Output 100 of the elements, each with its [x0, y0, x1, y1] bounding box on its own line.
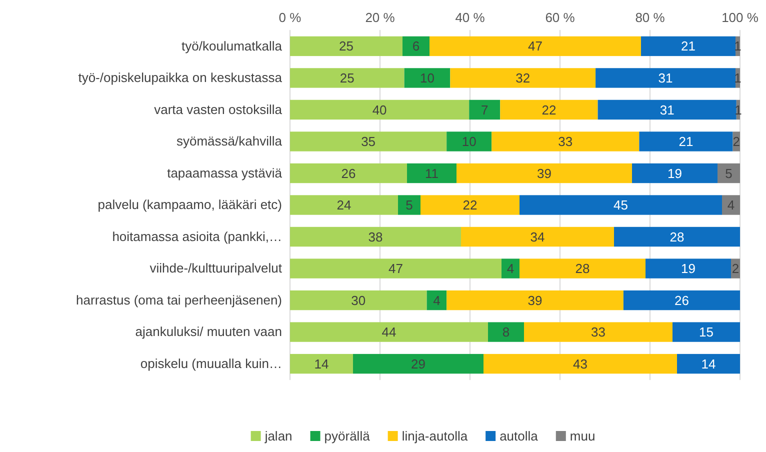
data-label: 24: [336, 198, 352, 213]
bar: [524, 322, 672, 342]
data-label: 11: [425, 166, 438, 181]
data-label: 43: [573, 356, 588, 372]
data-label: 40: [372, 102, 387, 118]
bar: [290, 226, 461, 247]
data-label: 7: [481, 102, 488, 118]
data-label: 4: [506, 261, 514, 276]
bar: [598, 100, 736, 120]
bar: [446, 132, 492, 152]
bar: [450, 68, 596, 88]
bar: [623, 290, 740, 310]
y-tick-label: tapaamassa ystäviä: [167, 165, 283, 180]
y-tick-label: palvelu (kampaamo, lääkäri etc): [98, 197, 282, 212]
bar: [461, 226, 614, 247]
data-label: 21: [681, 38, 696, 54]
bar: [596, 68, 736, 88]
data-label: 30: [351, 292, 366, 308]
data-label: 14: [701, 356, 716, 372]
data-label: 6: [412, 38, 420, 54]
y-tick-label: varta vasten ostoksilla: [154, 102, 283, 117]
data-label: 33: [558, 134, 573, 150]
bar: [290, 322, 488, 342]
bar: [290, 36, 402, 56]
legend-label: autolla: [500, 428, 539, 444]
data-label: 26: [341, 166, 356, 181]
data-label: 32: [516, 70, 530, 86]
data-label: 26: [674, 292, 689, 308]
x-tick-label: 20 %: [365, 10, 396, 25]
data-label: 10: [462, 134, 476, 150]
bar: [290, 290, 427, 310]
bar: [639, 132, 733, 152]
bar: [407, 163, 456, 184]
data-label: 2: [732, 261, 740, 276]
bar: [290, 68, 404, 88]
data-label: 15: [699, 324, 714, 340]
x-tick-label: 0 %: [278, 10, 302, 25]
data-label: 31: [660, 102, 674, 118]
data-label: 4: [433, 292, 440, 308]
data-label: 14: [314, 356, 329, 372]
x-tick-label: 60 %: [545, 10, 576, 25]
bar: [632, 163, 718, 184]
data-label: 5: [406, 198, 413, 213]
bar: [677, 354, 740, 374]
bar: [404, 68, 450, 88]
data-label: 25: [339, 38, 354, 54]
bar: [290, 163, 407, 184]
x-tick-label: 40 %: [455, 10, 486, 25]
data-label: 38: [368, 229, 383, 244]
data-label: 31: [658, 70, 673, 86]
bar: [646, 258, 731, 278]
data-label: 29: [411, 356, 426, 372]
bar: [500, 100, 598, 120]
bar: [290, 258, 502, 278]
data-label: 39: [537, 166, 552, 181]
bar: [502, 258, 520, 278]
y-tick-label: syömässä/kahvilla: [176, 134, 283, 149]
y-tick-label: hoitamassa asioita (pankki,…: [112, 228, 282, 244]
bar: [488, 322, 524, 342]
bar: [353, 354, 484, 374]
data-label: 44: [382, 324, 396, 340]
bar: [402, 36, 430, 56]
legend-label: pyörällä: [324, 428, 371, 444]
data-label: 39: [528, 292, 542, 308]
data-label: 10: [420, 70, 434, 86]
bar: [469, 100, 500, 120]
legend-label: muu: [570, 428, 596, 444]
data-label: 2: [732, 134, 740, 150]
y-tick-label: harrastus (oma tai perheenjäsenen): [76, 292, 282, 308]
bar: [456, 163, 632, 184]
y-tick-label: opiskelu (muualla kuin…: [140, 356, 282, 371]
bar: [420, 195, 520, 215]
bar: [430, 36, 641, 56]
data-label: 45: [614, 198, 628, 213]
bar: [484, 354, 677, 374]
data-label: 33: [591, 324, 606, 340]
bar: [290, 132, 447, 152]
bar: [722, 195, 740, 215]
bar: [520, 195, 722, 215]
data-label: 47: [388, 261, 403, 276]
y-tick-label: työ/koulumatkalla: [182, 38, 283, 54]
bar: [446, 290, 624, 310]
data-label: 28: [575, 261, 590, 276]
x-tick-label: 80 %: [635, 10, 666, 25]
legend-label: jalan: [264, 428, 292, 444]
data-label: 22: [462, 198, 478, 213]
bar: [672, 322, 740, 342]
data-label: 28: [670, 229, 684, 244]
bar: [398, 195, 420, 215]
y-tick-label: ajankuluksi/ muuten vaan: [135, 324, 282, 340]
data-label: 19: [668, 166, 682, 181]
bar: [426, 290, 447, 310]
data-label: 21: [678, 134, 694, 150]
data-label: 8: [502, 324, 510, 340]
bar: [614, 226, 740, 247]
data-label: 22: [542, 102, 556, 118]
y-tick-label: työ-/opiskelupaikka on keskustassa: [78, 70, 283, 86]
bar: [290, 195, 398, 215]
bar: [641, 36, 736, 56]
bar: [290, 100, 470, 120]
